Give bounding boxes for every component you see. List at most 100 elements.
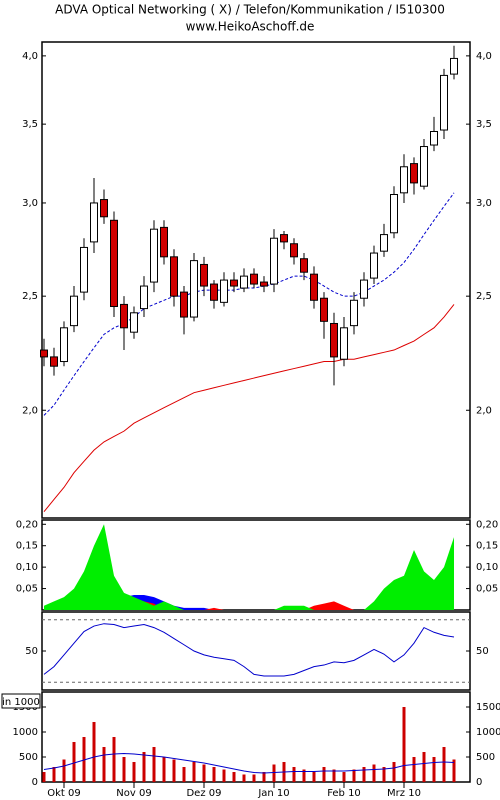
y-tick-label-right: 1500 xyxy=(476,702,500,713)
candle-body xyxy=(270,237,278,285)
volume-bar xyxy=(122,757,126,782)
y-tick-label: 3,5 xyxy=(22,119,38,130)
y-tick-label-right: 2,5 xyxy=(476,291,492,302)
chart-subtitle: www.HeikoAschoff.de xyxy=(186,20,315,34)
candle-body xyxy=(50,356,58,367)
volume-bar xyxy=(322,767,326,782)
volume-bar xyxy=(302,769,306,782)
unit-box xyxy=(1,693,41,709)
unit-label: in 1000 xyxy=(2,697,40,708)
volume-bar xyxy=(212,767,216,782)
panel-frame xyxy=(41,519,471,611)
volume-bar xyxy=(262,772,266,782)
candle-body xyxy=(280,234,288,243)
chart-title: ADVA Optical Networking ( X) / Telefon/K… xyxy=(55,3,445,17)
candle-body xyxy=(210,283,218,301)
candle-body xyxy=(390,194,398,234)
y-tick-label: 2,5 xyxy=(22,291,38,302)
volume-bar xyxy=(432,757,436,782)
volume-bar xyxy=(332,769,336,782)
candle-body xyxy=(130,312,138,333)
volume-bar xyxy=(242,774,246,782)
y-tick-label: 50 xyxy=(25,646,38,657)
candle-body xyxy=(340,327,348,360)
x-tick-label: Okt 09 xyxy=(47,788,81,799)
candle-body xyxy=(70,295,78,327)
y-tick-label: 500 xyxy=(19,752,38,763)
y-tick-label: 0,15 xyxy=(16,541,38,552)
candle-body xyxy=(360,279,368,299)
y-tick-label: 0,05 xyxy=(16,584,38,595)
x-tick-label: Nov 09 xyxy=(116,788,151,799)
oscillator-line xyxy=(43,623,455,677)
candle-body xyxy=(290,243,298,258)
y-tick-label-right: 0 xyxy=(476,777,482,788)
candle-body xyxy=(60,327,68,363)
candle-body xyxy=(410,163,418,184)
volume-bar xyxy=(382,767,386,782)
candle-body xyxy=(310,273,318,301)
volume-bar xyxy=(402,707,406,782)
candle-body xyxy=(200,263,208,287)
x-tick-label: Feb 10 xyxy=(327,788,361,799)
panel-frame xyxy=(41,691,471,783)
candle-body xyxy=(440,74,448,131)
volume-average xyxy=(43,752,455,774)
candle-body xyxy=(420,146,428,187)
y-tick-label-right: 500 xyxy=(476,752,495,763)
candle-body xyxy=(40,349,48,358)
y-tick-label-right: 0,20 xyxy=(476,519,498,530)
y-tick-label-right: 0,10 xyxy=(476,562,498,573)
volume-bar xyxy=(152,747,156,782)
panel-frame xyxy=(41,41,471,519)
volume-bar xyxy=(162,757,166,782)
candle-body xyxy=(430,130,438,146)
volume-bar xyxy=(172,759,176,782)
candle-body xyxy=(80,246,88,293)
volume-bar xyxy=(342,772,346,782)
candle-body xyxy=(150,228,158,283)
volume-bar xyxy=(62,759,66,782)
volume-bar xyxy=(392,762,396,782)
volume-bar xyxy=(312,772,316,782)
candle-body xyxy=(120,303,128,329)
x-tick-label: Jan 10 xyxy=(257,788,289,799)
volume-bar xyxy=(42,772,46,782)
x-tick-label: Mrz 10 xyxy=(387,788,421,799)
candle-body xyxy=(220,279,228,303)
volume-bar xyxy=(52,767,56,782)
candle-body xyxy=(300,258,308,273)
candle-body xyxy=(230,279,238,287)
y-tick-label: 0,10 xyxy=(16,562,38,573)
volume-bar xyxy=(92,722,96,782)
moving-average xyxy=(43,304,455,513)
indicator-area xyxy=(44,524,454,610)
candle-body xyxy=(450,57,458,75)
candle-body xyxy=(100,199,108,218)
candle-body xyxy=(180,291,188,318)
y-tick-label-right: 4,0 xyxy=(476,51,492,62)
candle-body xyxy=(380,234,388,252)
candle-body xyxy=(240,275,248,289)
volume-bar xyxy=(362,767,366,782)
y-tick-label: 4,0 xyxy=(22,51,38,62)
volume-bar xyxy=(422,752,426,782)
volume-bar xyxy=(232,772,236,782)
candle-body xyxy=(110,219,118,308)
volume-bar xyxy=(352,769,356,782)
candle-body xyxy=(320,297,328,322)
candle-body xyxy=(170,256,178,297)
volume-bar xyxy=(202,764,206,782)
volume-bar xyxy=(412,757,416,782)
candle-body xyxy=(370,252,378,279)
volume-bar xyxy=(182,767,186,782)
candle-body xyxy=(190,260,198,318)
volume-bar xyxy=(272,764,276,782)
y-tick-label-right: 2,0 xyxy=(476,405,492,416)
y-tick-label-right: 3,0 xyxy=(476,198,492,209)
volume-bar xyxy=(142,752,146,782)
y-tick-label-right: 3,5 xyxy=(476,119,492,130)
volume-bar xyxy=(372,764,376,782)
candle-body xyxy=(250,273,258,285)
